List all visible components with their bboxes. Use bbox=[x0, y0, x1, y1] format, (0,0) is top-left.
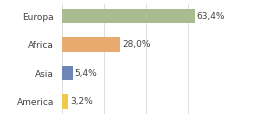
Text: 3,2%: 3,2% bbox=[70, 97, 93, 106]
Bar bbox=[62, 37, 120, 52]
Bar bbox=[62, 94, 68, 109]
Text: 5,4%: 5,4% bbox=[74, 69, 97, 78]
Bar bbox=[62, 9, 195, 23]
Text: 63,4%: 63,4% bbox=[197, 12, 225, 21]
Text: 28,0%: 28,0% bbox=[122, 40, 151, 49]
Bar bbox=[62, 66, 73, 81]
